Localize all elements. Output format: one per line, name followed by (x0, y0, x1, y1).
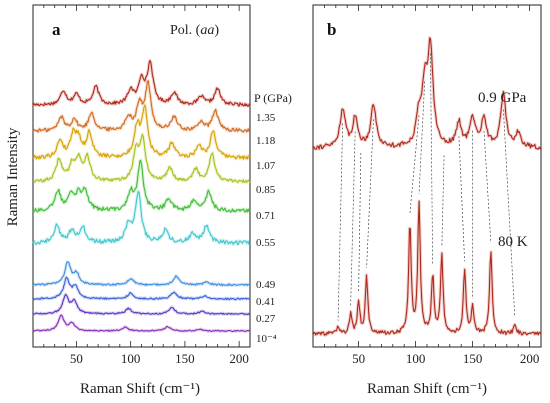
pressure-label-1-07: 1.07 (256, 160, 276, 172)
panel-a-series-0-85 (32, 133, 251, 183)
panel-a-tick-label-50: 50 (70, 351, 83, 366)
peak-connector-5 (418, 81, 426, 194)
panel-b-curves (311, 36, 543, 337)
peak-connector-0 (337, 123, 343, 321)
panel-a-tick-label-200: 200 (229, 351, 249, 366)
panel-a-pressure-labels: 1.35 1.18 1.07 0.85 0.71 0.55 0.49 0.41 0.27 10⁻⁴ (256, 112, 277, 345)
pressure-label-0-41: 0.41 (256, 296, 275, 308)
panel-a-tick-label-100: 100 (121, 351, 141, 366)
pressure-label-1-35: 1.35 (256, 112, 276, 124)
panel-a-series-0-71 (32, 159, 251, 213)
panel-b-tick-label-150: 150 (463, 351, 483, 366)
peak-connector-2 (358, 152, 362, 293)
peak-connector-7 (441, 155, 445, 248)
pressure-header: P (GPa) (254, 91, 292, 105)
panel-a-x-axis-label: Raman Shift (cm⁻¹) (80, 381, 200, 397)
panel-a-series-1-35 (32, 60, 251, 107)
series-label-0-9-gpa: 0.9 GPa (478, 90, 527, 106)
panel-a-series-0-49 (32, 261, 251, 287)
pressure-label-0-55: 0.55 (256, 237, 276, 249)
y-axis-label: Raman Intensity (5, 127, 21, 226)
panel-a-x-ticks: 50 100 150 200 (32, 5, 251, 366)
pressure-label-0-85: 0.85 (256, 184, 276, 196)
panel-a: a Pol. (aa) P (GPa) 1.35 1.18 1.07 0.85 0.71… (31, 4, 292, 397)
panel-a-curves (31, 58, 252, 334)
panel-b: b 0.9 GPa 80 K 50 100 150 200 Raman Shift (… (311, 4, 543, 397)
panel-b-tick-label-50: 50 (352, 351, 365, 366)
panel-b-series-0-9-gpa (312, 37, 542, 150)
peak-connector-1 (350, 131, 356, 307)
panel-b-tick-label-100: 100 (406, 351, 426, 366)
pressure-label-0-71: 0.71 (256, 210, 275, 222)
panel-a-series-1-18 (32, 80, 251, 133)
peak-connector-3 (366, 119, 374, 268)
panel-b-series-80-k (312, 200, 542, 336)
pressure-label-0-49: 0.49 (256, 279, 276, 291)
panel-a-series-0-55 (32, 191, 251, 246)
panel-b-x-ticks: 50 100 150 200 (312, 5, 542, 366)
panel-a-tick-label-150: 150 (175, 351, 195, 366)
panel-a-annotation: Pol. (aa) (170, 23, 219, 38)
panel-b-series-80-k-halo (311, 199, 543, 337)
peak-connector-10 (483, 130, 492, 243)
panel-b-tick-label-200: 200 (520, 351, 540, 366)
peak-connector-4 (409, 115, 420, 214)
panel-a-label: a (52, 20, 61, 39)
peak-connector-11 (503, 109, 516, 318)
peak-connector-8 (458, 136, 465, 262)
panel-a-series-1-07 (32, 104, 251, 160)
pressure-label-0-27: 0.27 (256, 313, 276, 325)
panel-a-series-10 (32, 314, 251, 333)
peak-connector-6 (430, 53, 434, 266)
panel-b-label: b (327, 20, 336, 39)
panel-a-series-0-27 (32, 293, 251, 316)
series-label-80-k: 80 K (498, 234, 528, 250)
panel-a-series-0-41 (32, 276, 251, 301)
pressure-label-1-18: 1.18 (256, 135, 276, 147)
panel-b-peak-connectors (337, 53, 516, 321)
pressure-label-10: 10⁻⁴ (256, 333, 277, 345)
panel-b-x-axis-label: Raman Shift (cm⁻¹) (367, 381, 487, 397)
